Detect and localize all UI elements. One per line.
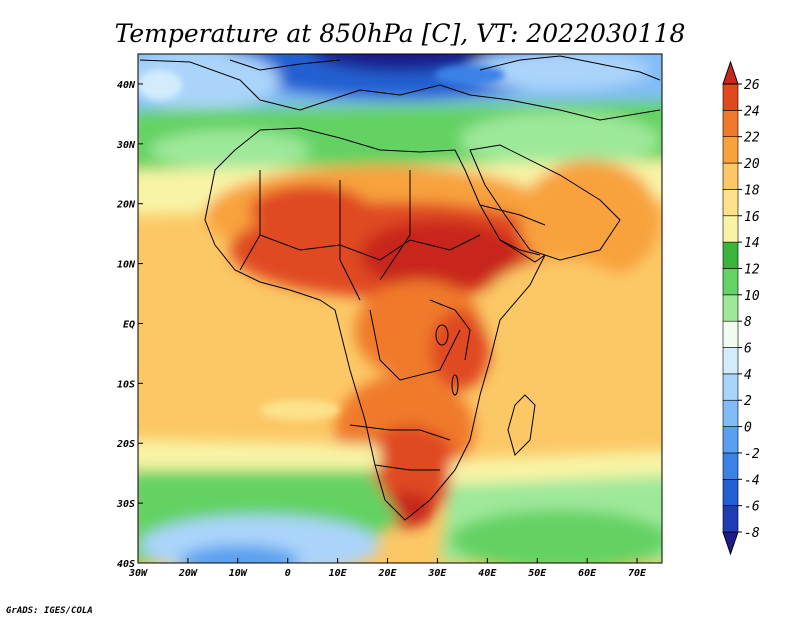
- colorbar-label: 2: [744, 394, 752, 409]
- colorbar-swatch: [722, 241, 739, 269]
- y-tick-label: 40S: [117, 559, 135, 570]
- colorbar-swatch: [722, 189, 739, 217]
- colorbar-swatch: [722, 399, 739, 427]
- colorbar-label: 24: [744, 104, 760, 119]
- colorbar-swatch: [722, 478, 739, 506]
- colorbar-label: 20: [744, 157, 760, 172]
- map-title: Temperature at 850hPa [C], VT: 202203011…: [115, 19, 686, 48]
- colorbar-label: 18: [744, 183, 760, 198]
- credit-label: GrADS: IGES/COLA: [6, 606, 93, 616]
- colorbar-label: 0: [744, 421, 752, 436]
- colorbar-swatch: [722, 505, 739, 533]
- colorbar-swatch: [722, 215, 739, 243]
- x-tick-label: 10W: [229, 568, 248, 579]
- y-tick-label: 20N: [116, 200, 136, 211]
- x-tick-label: 10E: [329, 568, 348, 579]
- x-tick-label: 20E: [377, 568, 397, 579]
- y-tick-label: 20S: [116, 439, 135, 450]
- x-tick-label: 70E: [628, 568, 647, 579]
- colorbar-label: 22: [744, 131, 760, 146]
- colorbar-swatch: [722, 452, 739, 480]
- y-tick-label: 30N: [116, 140, 136, 151]
- colorbar-swatch: [722, 426, 739, 454]
- x-tick-label: 0: [285, 568, 291, 579]
- temperature-field: [138, 54, 662, 563]
- y-axis: 40N 30N 20N 10N EQ 10S 20S 30S 40S: [116, 80, 143, 570]
- x-tick-label: 40E: [478, 568, 497, 579]
- colorbar-swatch: [722, 347, 739, 375]
- colorbar-label: 4: [744, 368, 752, 383]
- colorbar-label: 10: [744, 289, 760, 304]
- colorbar-swatch: [722, 83, 739, 111]
- y-tick-label: 10S: [117, 379, 135, 390]
- plot-frame: [137, 53, 663, 564]
- colorbar-label: -8: [744, 526, 760, 541]
- colorbar-label: -6: [744, 500, 760, 515]
- x-tick-label: 20W: [178, 568, 198, 579]
- x-tick-label: 30W: [128, 568, 148, 579]
- x-tick-label: 30E: [427, 568, 447, 579]
- colorbar-swatch: [722, 373, 739, 401]
- y-tick-label: 40N: [117, 80, 136, 91]
- colorbar-swatch: [722, 320, 739, 348]
- colorbar-swatch: [722, 294, 739, 322]
- x-tick-label: 50E: [528, 568, 547, 579]
- colorbar-label: 26: [744, 78, 760, 93]
- x-axis: 30W 20W 10W 0 10E 20E 30E 40E 50E 60E 70E: [128, 558, 647, 579]
- colorbar-swatch: [722, 136, 739, 164]
- x-tick-label: 60E: [578, 568, 597, 579]
- y-tick-label: 30S: [116, 499, 135, 510]
- colorbar-label: 14: [744, 236, 760, 251]
- y-tick-label: 10N: [117, 260, 136, 271]
- colorbar-swatch: [722, 162, 739, 190]
- colorbar-label: 6: [744, 342, 752, 357]
- colorbar-label: 16: [744, 210, 760, 225]
- colorbar-label: 8: [744, 315, 752, 330]
- colorbar-label: -2: [744, 447, 760, 462]
- country-borders: [139, 55, 661, 521]
- colorbar-swatch: [722, 268, 739, 296]
- colorbar-arrow-high: [722, 60, 739, 85]
- colorbar-arrow-low: [722, 531, 739, 556]
- colorbar-label: 12: [744, 262, 760, 277]
- y-tick-label: EQ: [123, 319, 135, 330]
- colorbar-swatch: [722, 110, 739, 138]
- colorbar-label: -4: [744, 473, 760, 488]
